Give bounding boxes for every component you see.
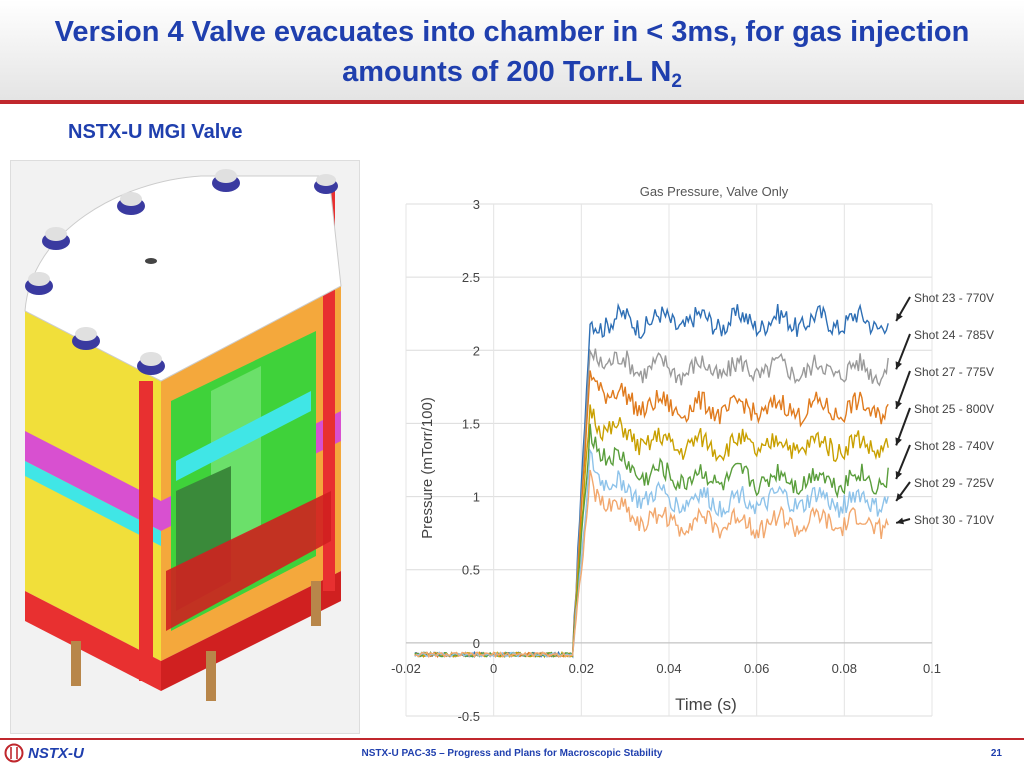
x-tick-label: 0.06 (744, 661, 769, 676)
series-line-7 (414, 469, 889, 659)
valve-illustration (10, 160, 360, 734)
y-tick-label: 1.5 (462, 416, 480, 431)
legend-arrowhead-7 (896, 517, 904, 525)
legend-label-7: Shot 30 - 710V (914, 513, 994, 527)
x-tick-label: -0.02 (391, 661, 421, 676)
legend-label-6: Shot 29 - 725V (914, 476, 994, 490)
tick-labels: -0.5 0 0.5 1 1.5 2 2.5 3 -0.02 0 0.02 0.04 0.06 0.08 0… (391, 197, 941, 724)
footer-divider (0, 738, 1024, 740)
series-lines (414, 302, 889, 659)
y-tick-label: 2.5 (462, 270, 480, 285)
x-tick-label: 0.02 (569, 661, 594, 676)
legend-label-3: Shot 27 - 775V (914, 365, 994, 379)
title-subscript: 2 (671, 71, 682, 92)
valve-caption: NSTX-U MGI Valve (68, 121, 243, 143)
y-axis-label: Pressure (mTorr/100) (419, 397, 436, 539)
legend-label-2: Shot 24 - 785V (914, 328, 994, 342)
chart-svg: -0.5 0 0.5 1 1.5 2 2.5 3 -0.02 0 0.02 0.04 0.06 0.08 0… (391, 184, 994, 724)
legend-label-1: Shot 23 - 770V (914, 291, 994, 305)
title-divider (0, 100, 1024, 104)
legend-arrowhead-3 (895, 400, 902, 409)
chart-title: Gas Pressure, Valve Only (640, 184, 789, 199)
footer-text: NSTX-U PAC-35 – Progress and Plans for M… (361, 748, 663, 759)
legend-arrowhead-4 (895, 437, 902, 446)
x-axis-label: Time (s) (675, 695, 737, 714)
title-band (0, 0, 1024, 100)
y-tick-label: 3 (473, 197, 480, 212)
slide-title: Version 4 Valve evacuates into chamber i… (54, 16, 970, 92)
series-line-5 (414, 423, 889, 658)
legend: Shot 23 - 770V Shot 24 - 785V Shot 27 - 77… (895, 291, 994, 527)
x-tick-label: 0.08 (832, 661, 857, 676)
series-line-4 (414, 404, 889, 659)
valve-drawing (24, 169, 342, 701)
legend-arrowhead-6 (896, 493, 904, 501)
y-tick-label: 0.5 (462, 563, 480, 578)
legend-arrowhead-2 (895, 361, 902, 370)
y-tick-label: 2 (473, 343, 480, 358)
legend-label-5: Shot 28 - 740V (914, 439, 994, 453)
y-tick-label: 1 (473, 490, 480, 505)
bolt-heads (25, 169, 338, 375)
logo-text: NSTX-U (28, 744, 84, 762)
legend-arrowhead-1 (896, 313, 903, 322)
x-tick-label: 0.1 (923, 661, 941, 676)
x-tick-label: 0 (490, 661, 497, 676)
nstx-logo-icon (4, 743, 24, 763)
footer-logo: NSTX-U (4, 743, 84, 763)
legend-arrowhead-5 (895, 471, 903, 480)
x-tick-label: 0.04 (656, 661, 681, 676)
legend-label-4: Shot 25 - 800V (914, 402, 994, 416)
y-tick-label: 0 (473, 636, 480, 651)
y-tick-label: -0.5 (458, 709, 480, 724)
series-line-6 (414, 448, 889, 659)
page-number: 21 (990, 748, 1002, 759)
pressure-chart: -0.5 0 0.5 1 1.5 2 2.5 3 -0.02 0 0.02 0.04 0.06 0.08 0… (372, 168, 1018, 734)
grid-lines (405, 203, 933, 717)
